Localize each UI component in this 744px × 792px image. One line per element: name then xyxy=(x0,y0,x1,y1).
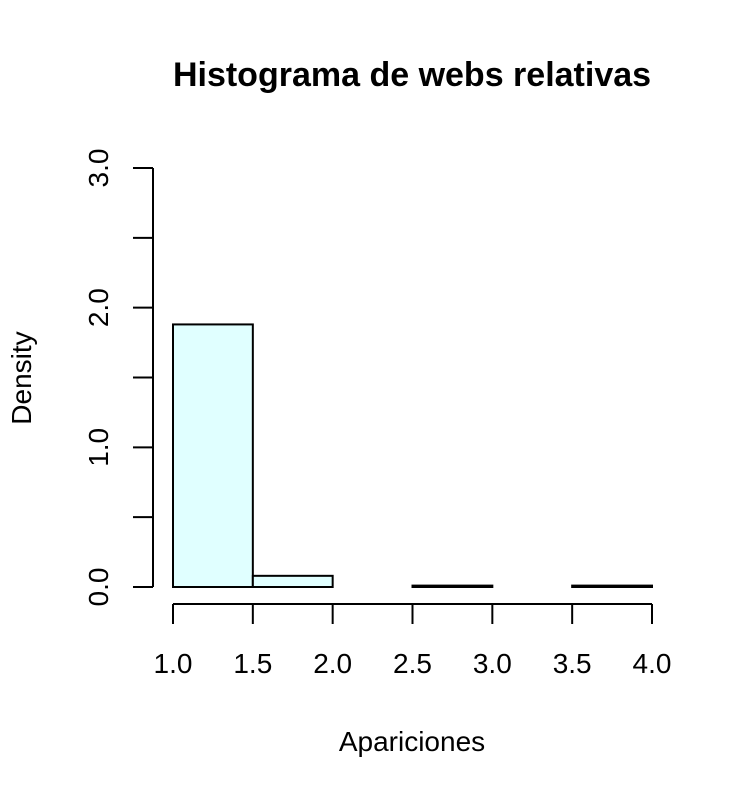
histogram-bar-4 xyxy=(411,584,494,588)
x-tick-label-1: 1.5 xyxy=(233,648,272,679)
y-tick-label-2: 2.0 xyxy=(83,288,114,327)
x-tick-label-5: 3.5 xyxy=(553,648,592,679)
y-tick-label-3: 3.0 xyxy=(83,149,114,188)
bars-group xyxy=(172,323,654,588)
x-axis-label: Apariciones xyxy=(339,726,485,757)
y-axis-label: Density xyxy=(6,331,37,424)
histogram-bar-1 xyxy=(172,323,254,588)
y-tick-label-1: 1.0 xyxy=(83,428,114,467)
y-axis: 0.0 1.0 2.0 3.0 xyxy=(83,149,154,607)
x-tick-label-6: 4.0 xyxy=(633,648,672,679)
chart-title: Histograma de webs relativas xyxy=(173,56,651,94)
x-tick-label-4: 3.0 xyxy=(473,648,512,679)
x-tick-label-2: 2.0 xyxy=(313,648,352,679)
histogram-bar-2 xyxy=(251,574,334,588)
histogram-bar-6 xyxy=(571,584,654,588)
x-tick-label-3: 2.5 xyxy=(393,648,432,679)
y-tick-label-0: 0.0 xyxy=(83,568,114,607)
x-axis: 1.0 1.5 2.0 2.5 3.0 3.5 4.0 xyxy=(154,603,672,679)
x-tick-label-0: 1.0 xyxy=(154,648,193,679)
